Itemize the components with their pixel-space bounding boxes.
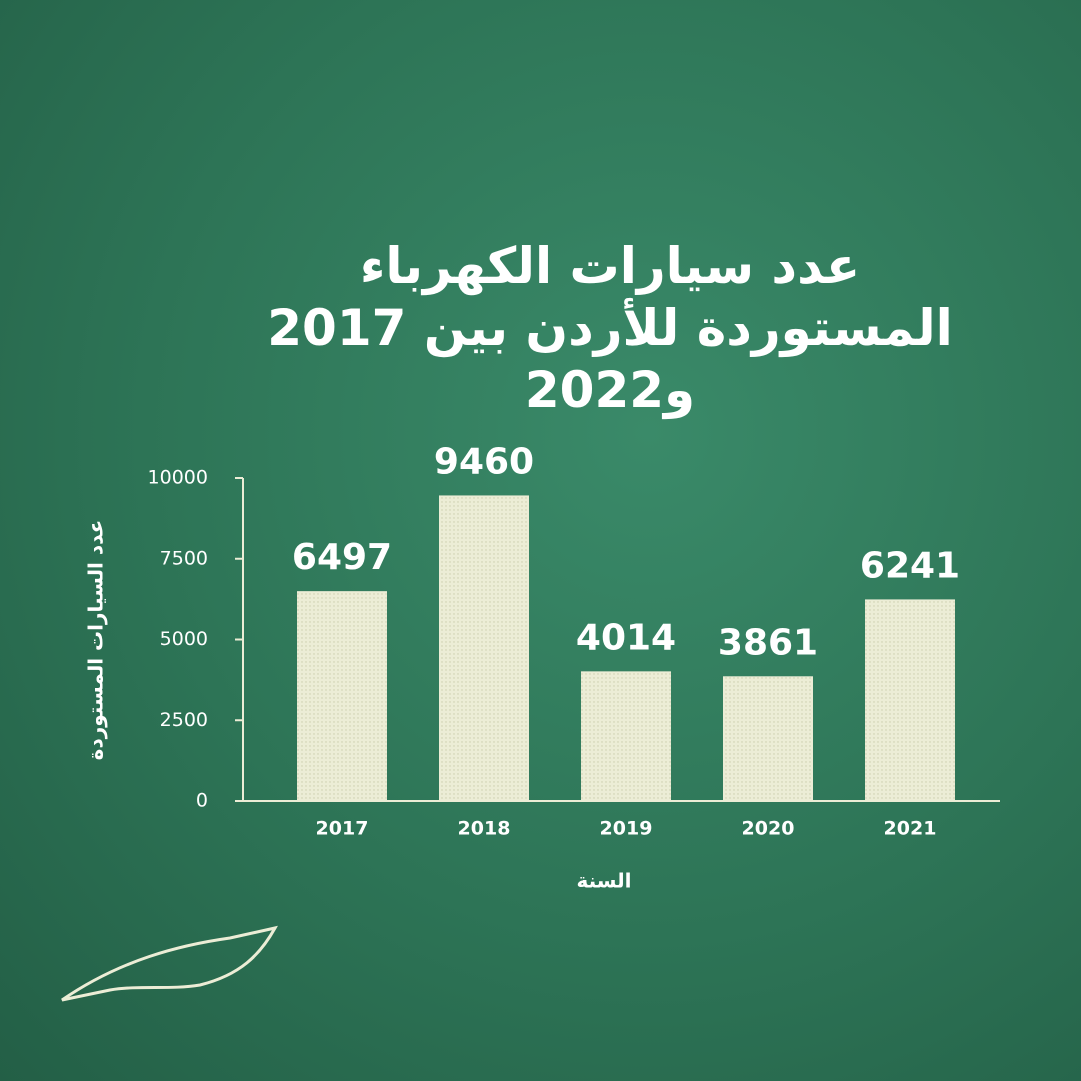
y-tick-label: 5000 xyxy=(160,628,208,650)
y-tick-label: 2500 xyxy=(160,709,208,731)
x-tick-label: 2018 xyxy=(458,818,511,840)
y-tick-label: 10000 xyxy=(148,467,208,489)
bar xyxy=(723,676,813,801)
x-tick-label: 2021 xyxy=(884,818,937,840)
y-axis-label: عدد السيارات المستوردة xyxy=(84,520,108,761)
value-label: 9460 xyxy=(434,441,534,482)
x-tick-label: 2017 xyxy=(316,818,369,840)
bar xyxy=(439,495,529,801)
value-label: 3861 xyxy=(718,622,818,663)
bar xyxy=(865,599,955,801)
value-label: 6241 xyxy=(860,545,960,586)
bar xyxy=(581,671,671,801)
y-tick-label: 7500 xyxy=(160,547,208,569)
x-axis-label: السنة xyxy=(576,869,631,893)
x-tick-label: 2019 xyxy=(600,818,653,840)
value-label: 4014 xyxy=(576,617,676,658)
y-tick-label: 0 xyxy=(196,790,208,812)
value-label: 6497 xyxy=(292,537,392,578)
x-tick-label: 2020 xyxy=(742,818,795,840)
chart-title: عدد سيارات الكهرباء المستوردة للأردن بين… xyxy=(267,237,953,419)
bar xyxy=(297,591,387,801)
logo xyxy=(61,925,278,1002)
